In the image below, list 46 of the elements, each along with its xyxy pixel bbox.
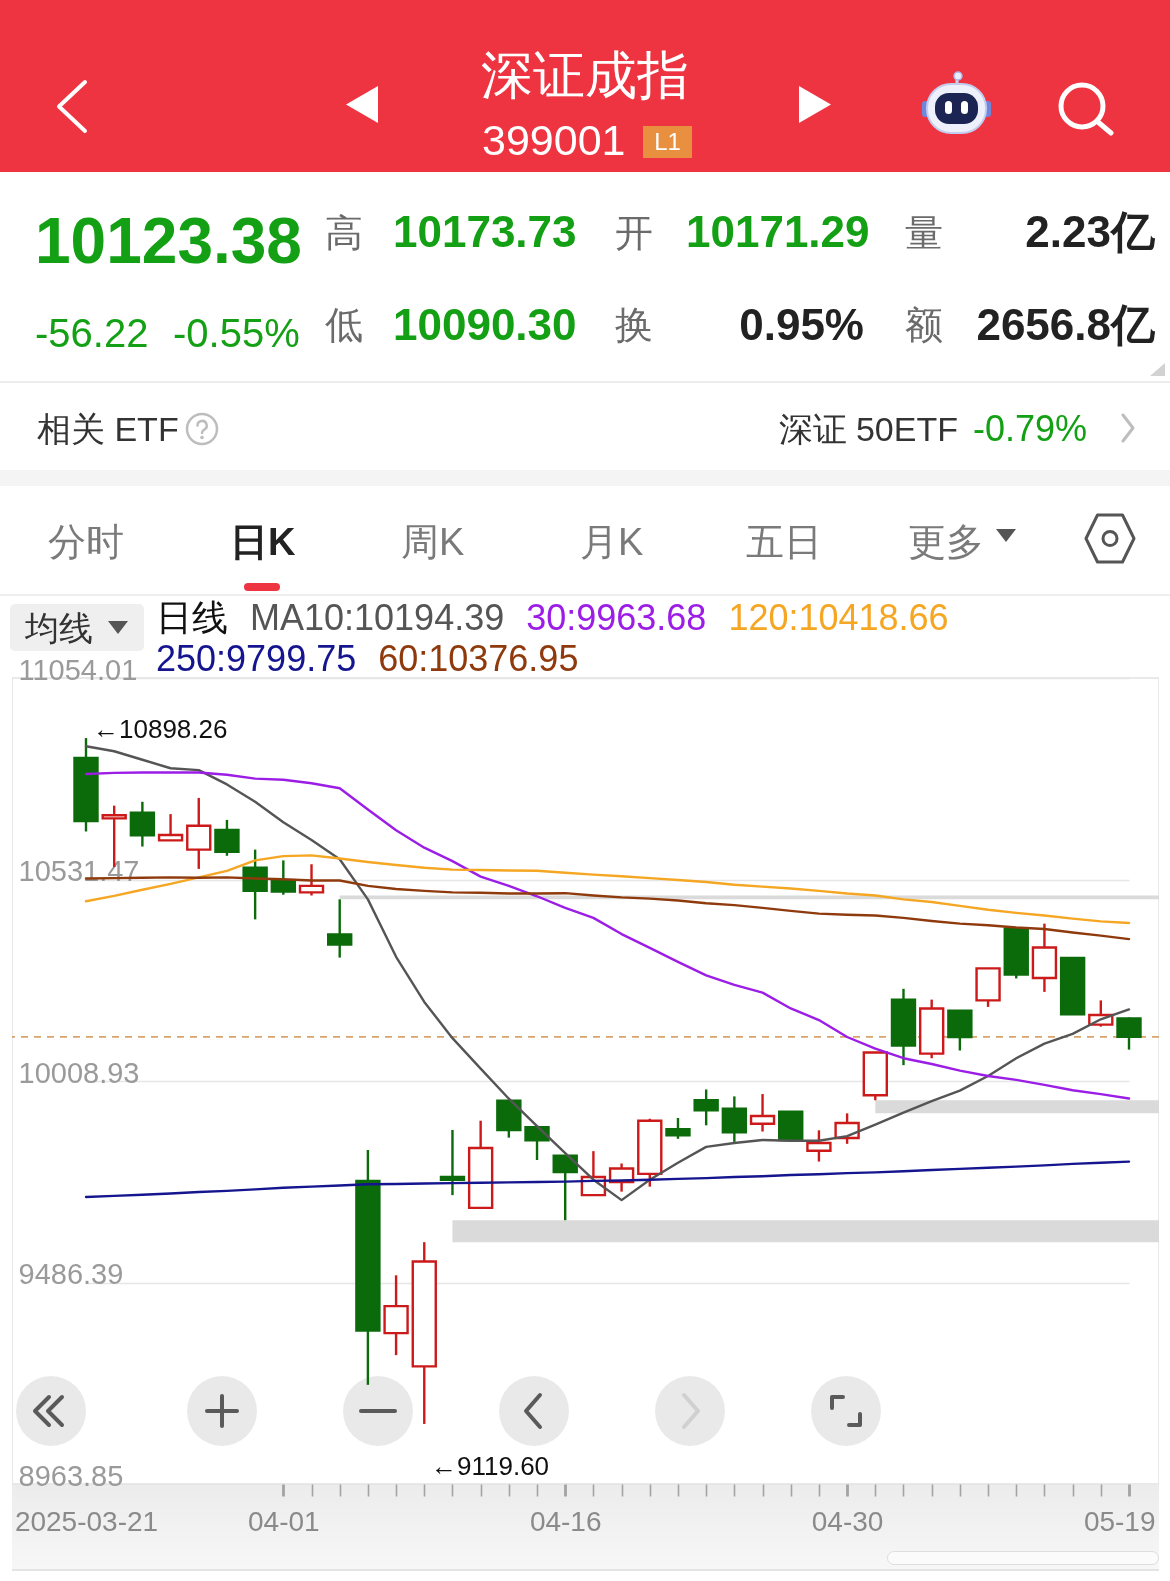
text: 10090.30 xyxy=(393,300,577,349)
text: 更多 xyxy=(908,521,984,563)
text: -0.79% xyxy=(973,408,1088,449)
chart-subtitle: 399001 xyxy=(482,116,626,164)
text: 相关 ETF xyxy=(37,410,179,448)
annotation: ←9119.60 xyxy=(431,1451,550,1481)
x-tick-label: 04-30 xyxy=(811,1505,884,1537)
x-tick-label: 04-16 xyxy=(529,1505,602,1537)
annotation: ←10898.26 xyxy=(93,714,228,744)
text: 60:10376.95 xyxy=(378,638,579,679)
text: 高 xyxy=(325,212,363,254)
dropdown-button: 均线 xyxy=(10,604,144,651)
y-tick-label: 10008.93 xyxy=(18,1056,140,1089)
text: 五日 xyxy=(746,521,822,563)
x-tick-label: 05-19 xyxy=(1083,1505,1156,1537)
text: 120:10418.66 xyxy=(728,597,949,638)
text: 开 xyxy=(615,212,653,254)
y-tick-label: 9486.39 xyxy=(18,1258,124,1290)
text: 250:9799.75 xyxy=(156,638,357,679)
chart-title: 深证成指 xyxy=(481,46,689,104)
text: 量 xyxy=(905,212,943,254)
text: 分时 xyxy=(48,521,124,563)
text: -56.22 xyxy=(35,311,149,355)
text: 低 xyxy=(325,304,363,346)
text: 深证 50ETF xyxy=(778,410,958,448)
text: 2656.8亿 xyxy=(976,300,1155,349)
text: 0.95% xyxy=(739,300,864,349)
text: 月K xyxy=(580,521,644,563)
x-tick-label: 04-01 xyxy=(248,1505,320,1537)
text: 周K xyxy=(401,521,465,563)
legend-title: 日线 xyxy=(156,597,228,638)
text: 额 xyxy=(905,304,943,346)
text: MA10:10194.39 xyxy=(250,597,505,638)
x-tick-label: 2025-03-21 xyxy=(14,1505,159,1537)
badge: L1 xyxy=(643,126,692,158)
text: 2.23亿 xyxy=(1025,207,1155,256)
text: 30:9963.68 xyxy=(526,597,707,638)
text: 10123.38 xyxy=(35,205,302,277)
y-tick-label: 10531.47 xyxy=(18,855,140,887)
text: -0.55% xyxy=(173,311,300,355)
text: 10173.73 xyxy=(393,207,577,256)
y-tick-label: 11054.01 xyxy=(18,653,138,686)
text: 10171.29 xyxy=(686,207,870,256)
text: 换 xyxy=(615,304,653,346)
text: 日K xyxy=(230,521,296,563)
y-tick-label: 8963.85 xyxy=(18,1459,124,1492)
